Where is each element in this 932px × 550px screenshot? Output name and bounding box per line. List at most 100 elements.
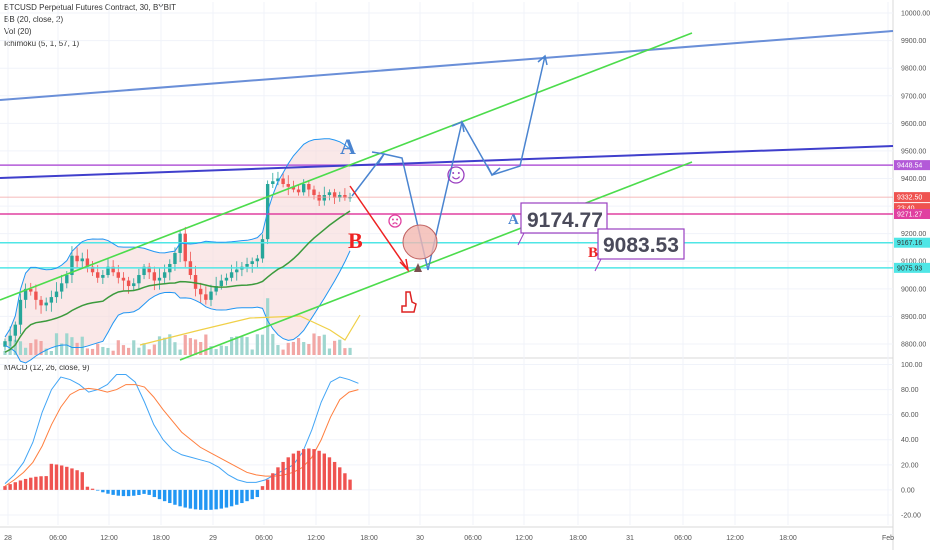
indicator-lines [0, 138, 893, 364]
candle-body [302, 184, 306, 193]
candle-body [209, 291, 213, 300]
candle-body [250, 261, 254, 264]
red-down-arrow [349, 185, 409, 271]
macd-histogram-bar [209, 489, 213, 510]
upper-trend-line [0, 30, 894, 101]
volume-bar [281, 349, 285, 355]
volume-bar [152, 344, 156, 355]
macd-tick-label: 80.00 [901, 387, 919, 394]
candle-body [96, 272, 100, 278]
price-tag-label: 9167.16 [897, 240, 922, 247]
target-a-box[interactable] [520, 202, 608, 234]
candle-body [348, 197, 352, 199]
volume-bar [54, 333, 59, 355]
volume-bar [338, 339, 342, 355]
bb-indicator-label[interactable]: BB (20, close, 2) [4, 15, 64, 24]
macd-histogram-bar [276, 467, 280, 490]
price-tag [894, 209, 930, 220]
candle-body [90, 266, 95, 273]
ichimoku-indicator-label[interactable]: Ichimoku (5, 1, 57, 1) [4, 39, 80, 48]
price-tick-label: 9600.00 [901, 121, 926, 128]
vol-indicator-label[interactable]: Vol (20) [4, 27, 32, 36]
volume-bar [90, 348, 95, 355]
volume-bar [204, 334, 208, 355]
volume-bar [96, 343, 100, 355]
volume-bar [291, 341, 295, 355]
drawings[interactable] [0, 30, 894, 361]
macd-histogram-bar [271, 473, 275, 490]
price-tick-label: 9700.00 [901, 93, 926, 100]
macd-histogram-bar [327, 457, 332, 490]
volume-bar [348, 347, 352, 355]
macd-histogram-bar [106, 489, 110, 494]
macd-histogram-bar [250, 489, 254, 500]
time-tick-label: 06:00 [255, 535, 273, 542]
macd-histogram-bar [245, 489, 249, 502]
candle-body [214, 286, 218, 292]
volume-bar [60, 343, 64, 355]
volume-bar [24, 347, 28, 355]
candle-body [307, 184, 311, 190]
macd-histogram-bar [255, 489, 260, 498]
target-b-box[interactable] [597, 228, 685, 260]
volume-bar [70, 337, 74, 355]
lagging-span-line [139, 314, 361, 346]
wave-b-label: B [348, 228, 363, 253]
sad-face-icon-eye [396, 218, 399, 221]
macd-histogram-bar [307, 448, 311, 490]
macd-indicator-label[interactable]: MACD (12, 26, close, 9) [4, 363, 90, 372]
volume-bar [49, 350, 53, 355]
volume-bar [85, 348, 89, 355]
mid-trend-line [0, 145, 894, 179]
time-tick-label: 18:00 [779, 535, 797, 542]
candle-body [219, 280, 223, 287]
candle-body [85, 258, 90, 267]
price-tag-label: 9075.93 [897, 265, 922, 272]
price-tick-label: 9200.00 [901, 231, 926, 238]
candle-body [338, 195, 342, 198]
macd-histogram-bar [132, 489, 136, 496]
macd-histogram-bar [219, 489, 223, 509]
wave-a-label: A [340, 134, 356, 159]
macd-pane [3, 374, 359, 510]
price-tag [894, 160, 930, 171]
volume-bar [193, 339, 198, 355]
candle-body [276, 178, 280, 182]
candle-body [312, 189, 316, 196]
target-a-pointer [517, 232, 525, 246]
macd-histogram-bar [147, 489, 151, 495]
macd-histogram-bar [286, 457, 290, 490]
macd-histogram-bar [18, 480, 23, 490]
volume-bar [18, 341, 23, 355]
candle-body [204, 294, 208, 300]
time-tick-label: 29 [209, 535, 217, 542]
macd-histogram-bar [224, 489, 229, 508]
macd-histogram-bar [111, 489, 115, 495]
candle-body [199, 288, 203, 295]
macd-histogram-bar [39, 476, 43, 490]
volume-bar [230, 337, 234, 355]
candle-body [193, 275, 198, 289]
macd-histogram-bar [265, 479, 270, 490]
macd-histogram-bar [34, 476, 38, 490]
volume-bar [209, 346, 213, 355]
target-b-pointer [594, 258, 602, 272]
volume-bar [44, 348, 48, 355]
time-tick-label: 31 [626, 535, 634, 542]
macd-histogram-bar [152, 489, 157, 498]
candle-body [65, 275, 69, 284]
candle-body [173, 252, 177, 264]
price-tick-label: 9900.00 [901, 38, 926, 45]
candle-body [343, 195, 347, 198]
price-tick-label: 9400.00 [901, 176, 926, 183]
macd-histogram-bar [338, 467, 342, 490]
macd-histogram-bar [235, 489, 239, 505]
sad-face-icon-eye [391, 218, 394, 221]
macd-tick-label: 60.00 [901, 412, 919, 419]
volume-bar [163, 337, 167, 355]
candle-body [322, 195, 326, 201]
bollinger-band-fill [5, 138, 351, 363]
volume-bar [276, 345, 280, 355]
candle-body [126, 280, 131, 287]
